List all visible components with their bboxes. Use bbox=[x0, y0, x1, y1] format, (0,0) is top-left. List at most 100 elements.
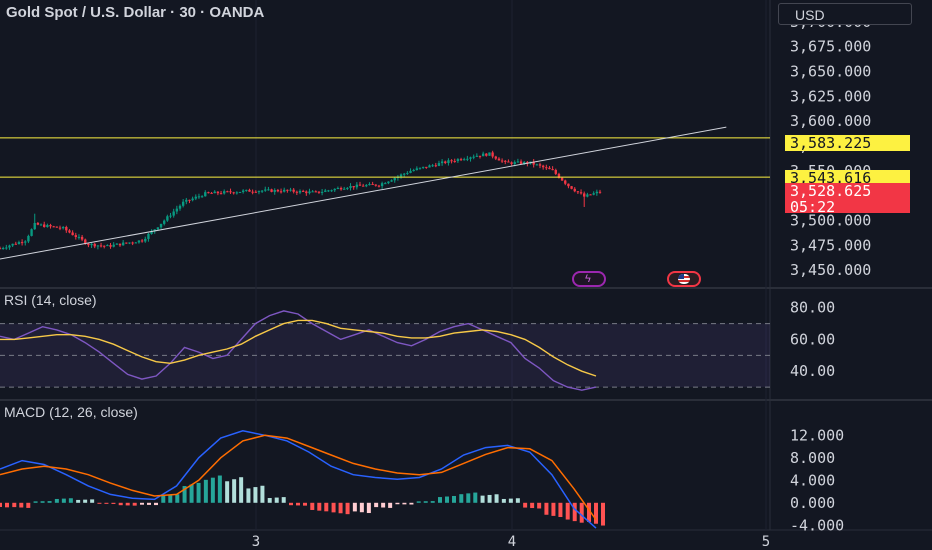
macd-histogram-bar bbox=[54, 498, 59, 503]
candle-body bbox=[324, 190, 327, 192]
macd-histogram-bar bbox=[331, 502, 336, 513]
candle-body bbox=[283, 189, 286, 192]
macd-histogram-bar bbox=[317, 502, 322, 511]
candle-body bbox=[156, 227, 160, 230]
macd-histogram-bar bbox=[33, 501, 38, 503]
macd-histogram-bar bbox=[289, 502, 293, 506]
macd-histogram-bar bbox=[76, 499, 81, 503]
candle-body bbox=[412, 170, 415, 172]
macd-histogram-bar bbox=[565, 502, 570, 520]
candle-body bbox=[447, 160, 450, 163]
macd-histogram-bar bbox=[501, 498, 506, 503]
rsi-tick-label: 80.00 bbox=[790, 299, 835, 317]
candle-body bbox=[276, 189, 280, 192]
candle-body bbox=[579, 192, 583, 194]
macd-histogram-bar bbox=[473, 492, 478, 503]
candle-body bbox=[241, 190, 245, 192]
macd-histogram-bar bbox=[438, 497, 442, 503]
candle-body bbox=[260, 190, 264, 192]
candle-body bbox=[216, 191, 220, 194]
candle-body bbox=[466, 158, 469, 160]
candle-body bbox=[358, 184, 362, 186]
symbol-title[interactable]: Gold Spot / U.S. Dollar · 30 · OANDA bbox=[6, 4, 265, 21]
macd-series-line bbox=[0, 434, 597, 521]
macd-legend[interactable]: MACD (12, 26, close) bbox=[4, 404, 138, 420]
candle-body bbox=[121, 242, 125, 246]
macd-histogram-bar bbox=[47, 501, 52, 503]
candle-body bbox=[134, 242, 137, 244]
x-tick-label: 3 bbox=[252, 534, 260, 550]
candle-body bbox=[437, 163, 441, 166]
candle-body bbox=[14, 243, 17, 245]
macd-histogram-bar bbox=[225, 481, 230, 503]
candle-body bbox=[112, 244, 115, 247]
candle-body bbox=[248, 189, 251, 192]
candle-body bbox=[434, 165, 437, 167]
candle-body bbox=[485, 153, 488, 156]
macd-histogram-bar bbox=[175, 494, 180, 503]
candle-body bbox=[564, 180, 567, 184]
candle-body bbox=[90, 243, 93, 246]
candle-body bbox=[598, 191, 602, 193]
candle-body bbox=[399, 174, 403, 177]
candle-body bbox=[352, 185, 355, 188]
candle-body bbox=[317, 191, 321, 193]
candle-body bbox=[459, 159, 463, 161]
macd-histogram-bar bbox=[239, 477, 244, 503]
macd-histogram-bar bbox=[253, 487, 258, 503]
candle-body bbox=[387, 181, 390, 184]
macd-histogram-bar bbox=[90, 499, 95, 503]
candle-body bbox=[500, 160, 504, 162]
candle-body bbox=[159, 223, 163, 228]
candle-body bbox=[513, 162, 516, 164]
candle-body bbox=[33, 222, 36, 230]
candle-body bbox=[226, 191, 229, 193]
candle-body bbox=[197, 196, 201, 198]
macd-histogram-bar bbox=[523, 502, 528, 508]
last-price-value: 3,528.625 bbox=[790, 182, 872, 200]
candle-body bbox=[456, 159, 460, 162]
candle-body bbox=[191, 198, 194, 201]
us-flag-event-icon[interactable] bbox=[667, 271, 701, 287]
candle-body bbox=[519, 161, 523, 164]
macd-histogram-bar bbox=[459, 494, 464, 503]
macd-histogram-bar bbox=[494, 494, 499, 503]
candle-body bbox=[245, 189, 248, 191]
candle-body bbox=[210, 192, 213, 194]
macd-histogram-bar bbox=[118, 502, 123, 506]
macd-histogram-bar bbox=[26, 502, 31, 508]
candle-body bbox=[140, 240, 144, 242]
candle-body bbox=[118, 243, 122, 246]
candle-body bbox=[251, 191, 254, 193]
candle-body bbox=[418, 167, 422, 169]
candle-body bbox=[545, 167, 548, 169]
candle-body bbox=[380, 183, 384, 187]
candle-body bbox=[393, 178, 396, 181]
candle-body bbox=[377, 185, 381, 187]
candle-body bbox=[68, 230, 71, 233]
price-tick-label: 3,600.000 bbox=[790, 112, 871, 130]
candle-body bbox=[204, 192, 207, 197]
macd-histogram-bar bbox=[359, 502, 364, 513]
lightning-event-icon[interactable]: ϟ bbox=[572, 271, 606, 287]
candle-body bbox=[409, 170, 412, 173]
candle-body bbox=[65, 227, 68, 231]
rsi-legend[interactable]: RSI (14, close) bbox=[4, 292, 97, 308]
level-badge-upper: 3,583.225 bbox=[785, 135, 910, 151]
candle-body bbox=[279, 191, 283, 193]
macd-histogram-bar bbox=[97, 502, 102, 504]
candle-body bbox=[343, 188, 346, 190]
candle-body bbox=[535, 164, 539, 166]
candle-body bbox=[415, 168, 419, 171]
candle-body bbox=[333, 188, 336, 191]
candle-body bbox=[71, 232, 74, 236]
candle-body bbox=[125, 242, 128, 244]
candle-body bbox=[238, 191, 242, 193]
currency-button[interactable]: USD bbox=[778, 3, 912, 25]
macd-histogram-bar bbox=[508, 498, 513, 503]
macd-histogram-bar bbox=[352, 502, 357, 512]
macd-histogram-bar bbox=[544, 502, 549, 515]
candle-body bbox=[305, 191, 308, 194]
candle-body bbox=[491, 152, 494, 157]
